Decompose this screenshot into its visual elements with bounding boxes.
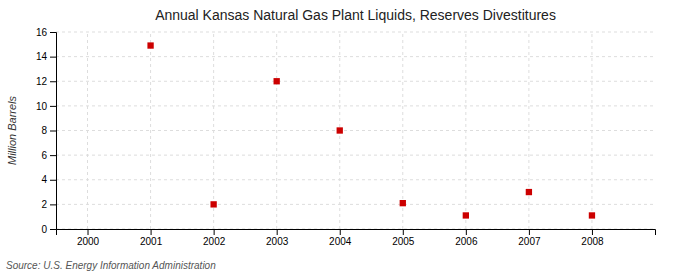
grid	[56, 32, 655, 229]
grid-line	[56, 105, 655, 106]
grid-line	[276, 32, 277, 229]
x-tick-mark	[277, 229, 278, 235]
x-tick-label: 2002	[203, 236, 226, 247]
x-tick: 2006	[455, 229, 478, 247]
points	[147, 42, 595, 218]
x-tick-mark	[529, 229, 530, 235]
x-tick: 2000	[77, 229, 100, 247]
x-tick-mark	[592, 229, 593, 235]
point	[400, 200, 406, 206]
y-tick-label: 16	[36, 27, 48, 38]
y-tick-label: 14	[36, 51, 48, 62]
y-tick-label: 8	[41, 125, 47, 136]
x-tick-label: 2004	[329, 236, 352, 247]
grid-line	[56, 130, 655, 131]
y-axis: 0 2 4 6 8 10 12 14 16	[36, 27, 57, 235]
grid-line	[402, 32, 403, 229]
y-tick-label: 2	[41, 199, 47, 210]
grid-line	[56, 155, 655, 156]
y-tick-label: 12	[36, 76, 48, 87]
point	[147, 42, 153, 48]
x-tick-label: 2001	[140, 236, 163, 247]
x-tick-label: 2006	[455, 236, 478, 247]
x-tick-mark	[403, 229, 404, 235]
y-tick-mark	[50, 131, 56, 132]
x-tick: 2002	[203, 229, 226, 247]
y-tick-mark	[50, 155, 56, 156]
y-tick-mark	[50, 81, 56, 82]
x-tick: 2005	[392, 229, 415, 247]
y-tick: 6	[41, 150, 56, 161]
y-tick-mark	[50, 32, 56, 33]
y-tick: 2	[41, 199, 56, 210]
x-axis: 2000 2001 2002 2003 2004 2005 2006 2007 2008	[57, 229, 656, 247]
source: Source: U.S. Energy Information Administ…	[6, 260, 216, 271]
y-tick-mark	[50, 229, 56, 230]
grid-line	[56, 32, 655, 33]
y-tick: 14	[36, 51, 56, 62]
y-tick: 4	[41, 174, 56, 185]
chart: 2000 2001 2002 2003 2004 2005 2006 2007 2008 0 2 4 6…	[0, 0, 675, 275]
x-tick-mark	[151, 229, 152, 235]
y-tick-mark	[50, 57, 56, 58]
y-tick: 0	[41, 224, 56, 235]
x-tick-label: 2003	[266, 236, 289, 247]
grid-line	[56, 179, 655, 180]
y-tick-label: 6	[41, 150, 47, 161]
y-tick: 16	[36, 27, 56, 38]
x-tick-label: 2008	[581, 236, 604, 247]
y-tick: 10	[36, 101, 56, 112]
x-axis-line	[57, 230, 656, 236]
grid-line	[528, 32, 529, 229]
grid-line	[150, 32, 151, 229]
grid-line	[56, 204, 655, 205]
y-tick-mark	[50, 204, 56, 205]
y-tick-mark	[50, 180, 56, 181]
y-tick-label: 0	[41, 224, 47, 235]
y-tick-label: 4	[41, 174, 47, 185]
point	[463, 212, 469, 218]
x-tick-mark	[214, 229, 215, 235]
x-tick: 2003	[266, 229, 289, 247]
x-tick-mark	[466, 229, 467, 235]
y-axis-line	[50, 33, 57, 230]
point	[210, 201, 216, 207]
x-tick-mark	[88, 229, 89, 235]
point	[337, 127, 343, 133]
x-tick-mark	[340, 229, 341, 235]
point	[526, 189, 532, 195]
title: Annual Kansas Natural Gas Plant Liquids,…	[155, 7, 556, 23]
y-tick-label: 10	[36, 101, 48, 112]
y-axis-title: Million Barrels	[6, 95, 18, 165]
x-tick-label: 2000	[77, 236, 100, 247]
point	[274, 78, 280, 84]
y-tick: 12	[36, 76, 56, 87]
x-tick: 2007	[518, 229, 541, 247]
y-tick-mark	[50, 106, 56, 107]
x-tick: 2008	[581, 229, 604, 247]
x-tick: 2004	[329, 229, 352, 247]
x-tick-label: 2005	[392, 236, 415, 247]
point	[589, 212, 595, 218]
grid-line	[56, 81, 655, 82]
grid-line	[56, 56, 655, 57]
x-tick: 2001	[140, 229, 163, 247]
y-tick: 8	[41, 125, 56, 136]
x-tick-label: 2007	[518, 236, 541, 247]
